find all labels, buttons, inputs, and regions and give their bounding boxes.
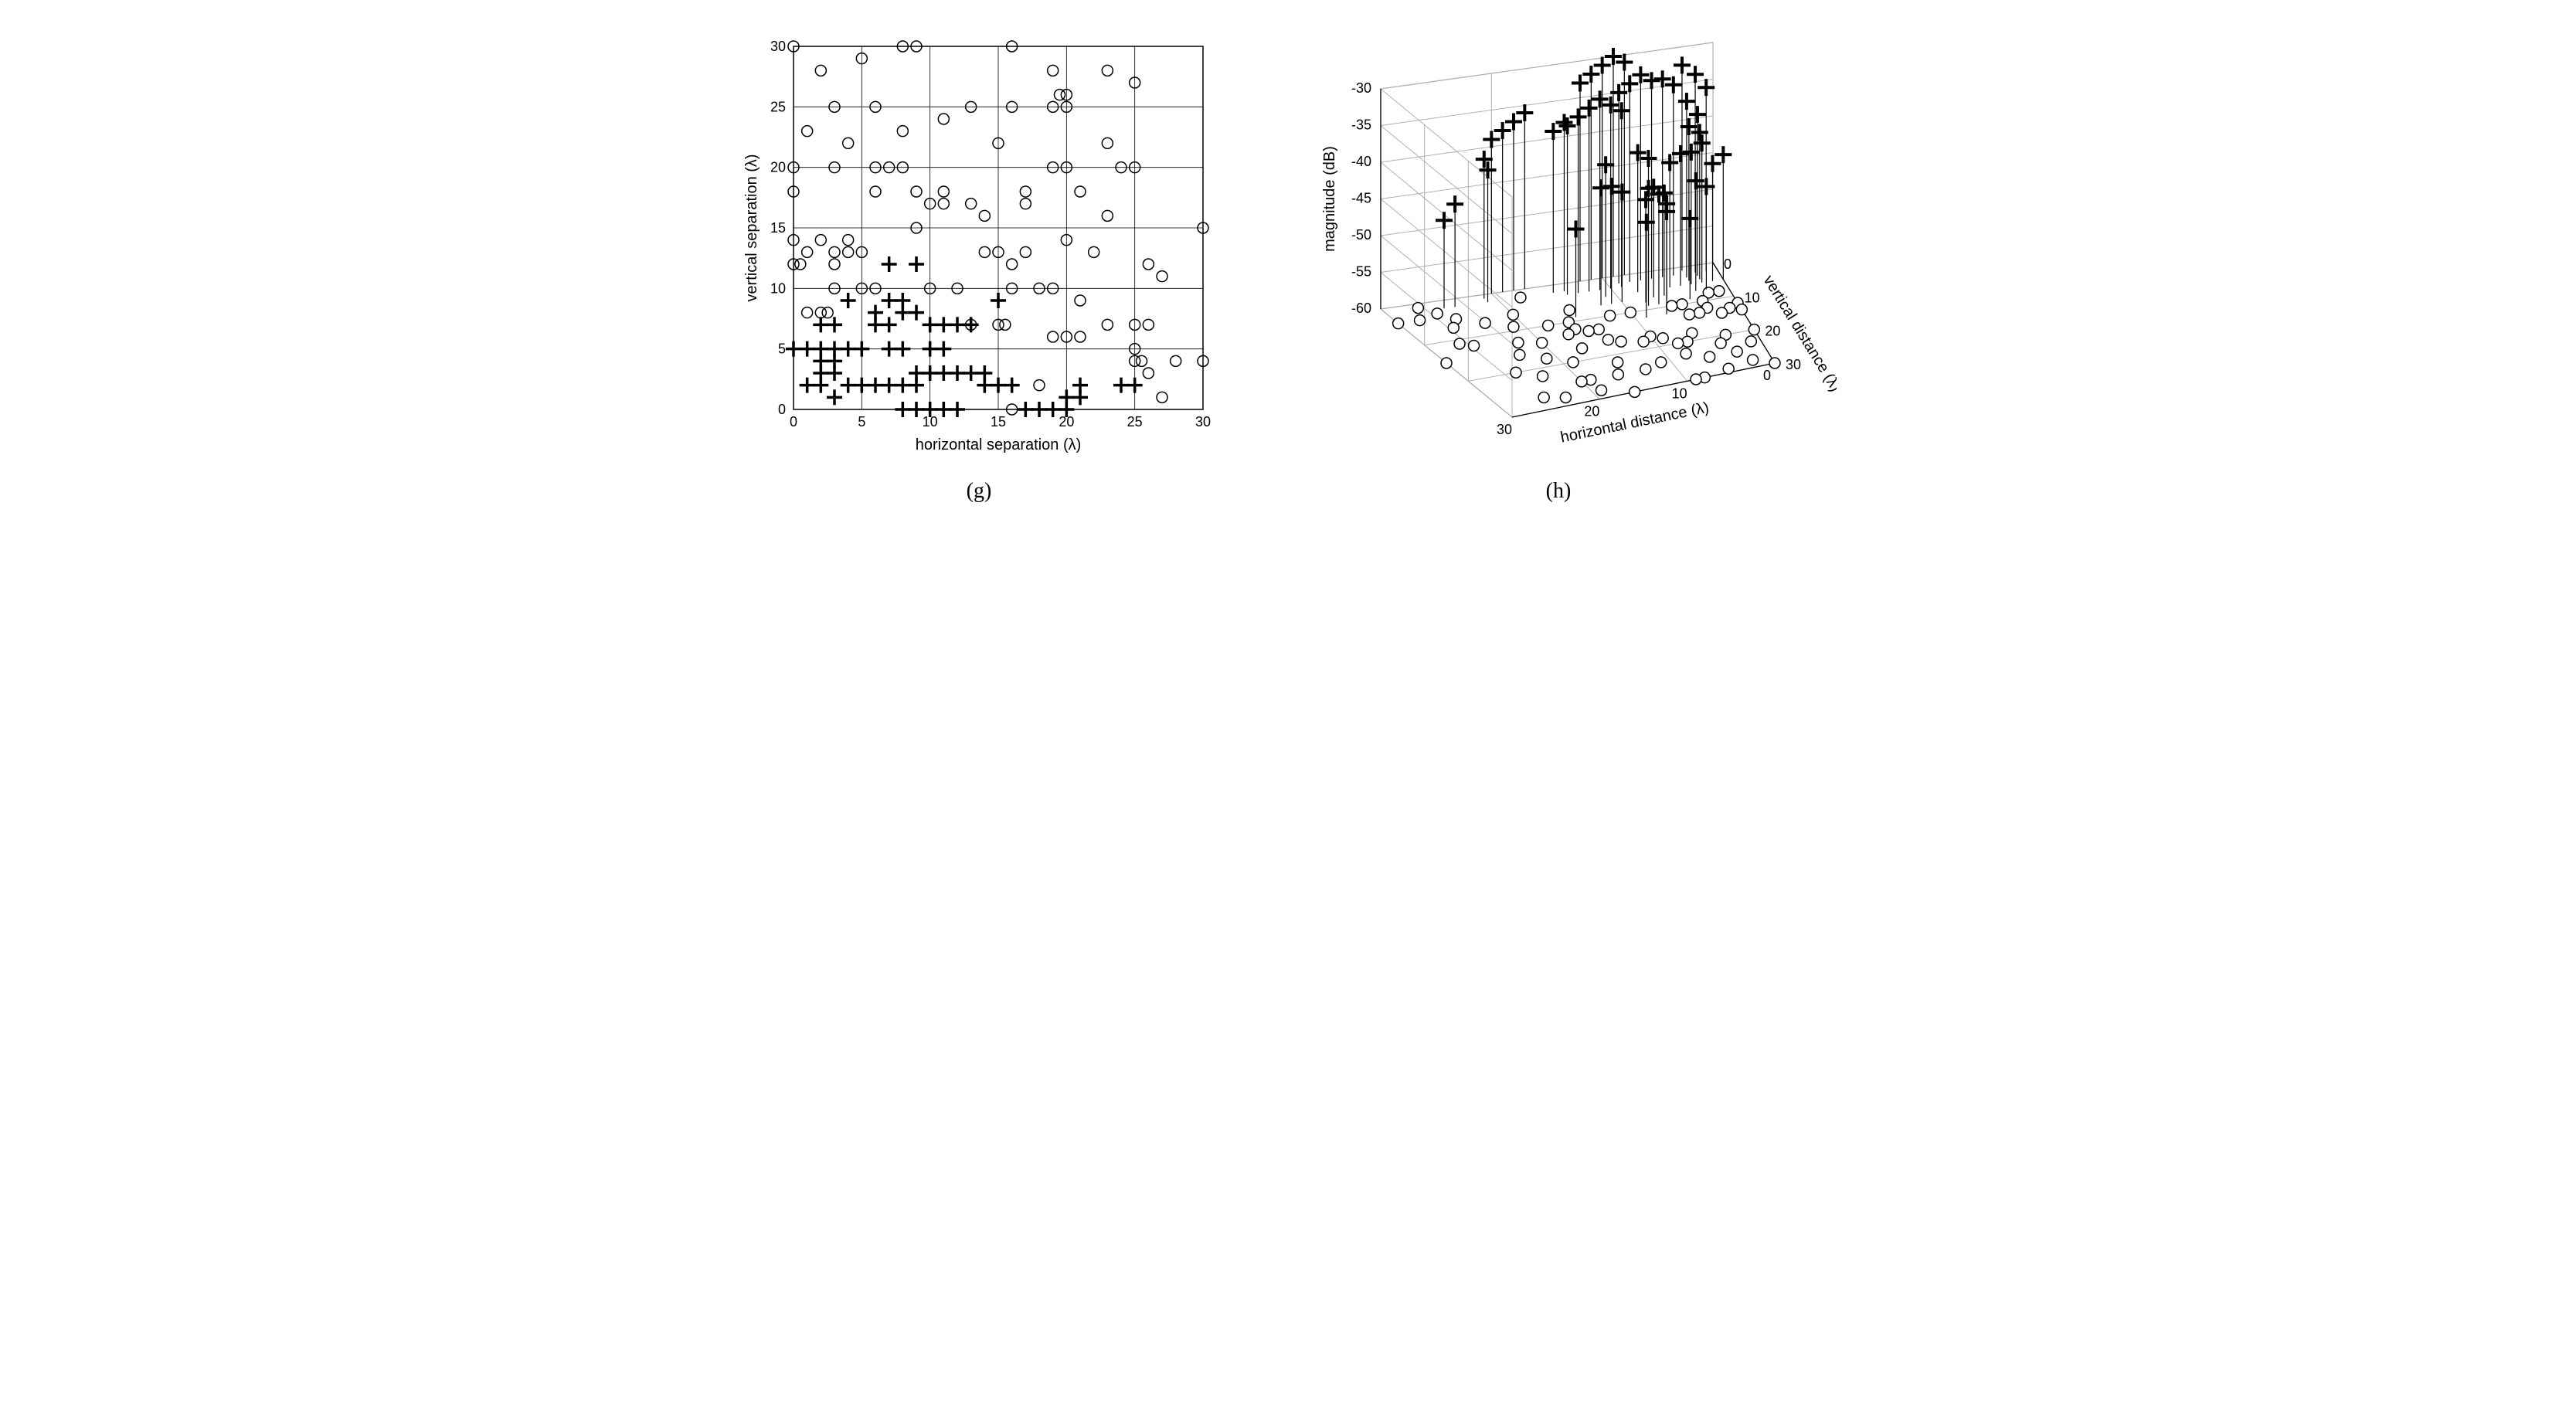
svg-text:10: 10: [770, 280, 786, 296]
svg-text:25: 25: [1127, 414, 1143, 430]
panel-g: 051015202530051015202530horizontal separ…: [739, 31, 1218, 504]
svg-text:-35: -35: [1351, 117, 1371, 133]
svg-text:30: 30: [1786, 357, 1801, 372]
svg-text:horizontal separation (λ): horizontal separation (λ): [916, 436, 1082, 453]
svg-text:20: 20: [1584, 404, 1599, 419]
svg-text:vertical separation (λ): vertical separation (λ): [743, 154, 760, 301]
stem3d-plot-h: -60 -55 -50 -45 -40 -35 -30 0 10 20 30 0 10 20 30 magni…: [1280, 31, 1837, 464]
svg-text:30: 30: [1195, 414, 1211, 430]
scatter-plot-g: 051015202530051015202530horizontal separ…: [739, 31, 1218, 464]
svg-text:25: 25: [770, 99, 786, 114]
svg-text:20: 20: [770, 160, 786, 175]
svg-text:10: 10: [1672, 385, 1687, 401]
caption-h: (h): [1546, 479, 1572, 504]
svg-text:20: 20: [1765, 324, 1780, 339]
svg-text:-40: -40: [1351, 154, 1371, 169]
caption-g: (g): [967, 479, 992, 504]
svg-text:-45: -45: [1351, 191, 1371, 206]
svg-text:0: 0: [778, 402, 786, 417]
svg-text:30: 30: [770, 39, 786, 54]
svg-text:0: 0: [790, 414, 797, 430]
panel-h: -60 -55 -50 -45 -40 -35 -30 0 10 20 30 0 10 20 30 magni…: [1280, 31, 1837, 504]
svg-text:0: 0: [1763, 368, 1771, 383]
svg-text:15: 15: [770, 220, 786, 236]
svg-text:5: 5: [778, 341, 786, 357]
svg-text:5: 5: [858, 414, 865, 430]
svg-text:horizontal distance (λ): horizontal distance (λ): [1559, 399, 1711, 447]
svg-text:10: 10: [1745, 290, 1760, 305]
svg-text:30: 30: [1497, 422, 1512, 437]
svg-text:magnitude (dB): magnitude (dB): [1321, 146, 1338, 252]
svg-text:-30: -30: [1351, 80, 1371, 96]
svg-text:-50: -50: [1351, 227, 1371, 243]
svg-text:-55: -55: [1351, 264, 1371, 280]
svg-text:0: 0: [1724, 256, 1731, 272]
svg-text:-60: -60: [1351, 301, 1371, 316]
svg-text:15: 15: [991, 414, 1006, 430]
